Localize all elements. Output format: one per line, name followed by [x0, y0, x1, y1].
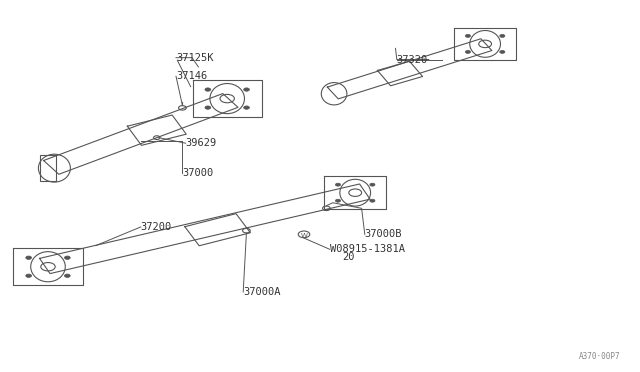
Ellipse shape [298, 231, 310, 238]
Ellipse shape [244, 106, 250, 109]
Ellipse shape [465, 34, 470, 37]
Ellipse shape [335, 199, 340, 202]
Text: W: W [301, 233, 307, 239]
Ellipse shape [205, 88, 211, 91]
Ellipse shape [154, 136, 160, 140]
Ellipse shape [65, 274, 70, 278]
Ellipse shape [26, 256, 31, 259]
Bar [40, 155, 56, 181]
Text: 37000B: 37000B [365, 230, 403, 239]
Text: 37146: 37146 [176, 71, 207, 81]
Text: 37125K: 37125K [176, 53, 214, 62]
Text: A370·00P7: A370·00P7 [579, 352, 621, 361]
Ellipse shape [26, 274, 31, 278]
Text: 37000: 37000 [182, 168, 214, 178]
Text: 39629: 39629 [186, 138, 217, 148]
Ellipse shape [243, 228, 250, 233]
Text: W08915-1381A: W08915-1381A [330, 244, 404, 254]
Ellipse shape [65, 256, 70, 259]
Text: 20: 20 [342, 253, 355, 262]
Ellipse shape [370, 199, 375, 202]
Ellipse shape [335, 183, 340, 186]
Ellipse shape [323, 206, 330, 211]
Ellipse shape [244, 88, 250, 91]
Ellipse shape [500, 51, 505, 54]
Ellipse shape [205, 106, 211, 109]
Ellipse shape [370, 183, 375, 186]
Text: 37200: 37200 [141, 222, 172, 232]
Ellipse shape [500, 34, 505, 37]
Ellipse shape [179, 106, 186, 110]
Text: 37000A: 37000A [243, 287, 281, 297]
Text: 37320: 37320 [397, 55, 428, 64]
Ellipse shape [465, 51, 470, 54]
